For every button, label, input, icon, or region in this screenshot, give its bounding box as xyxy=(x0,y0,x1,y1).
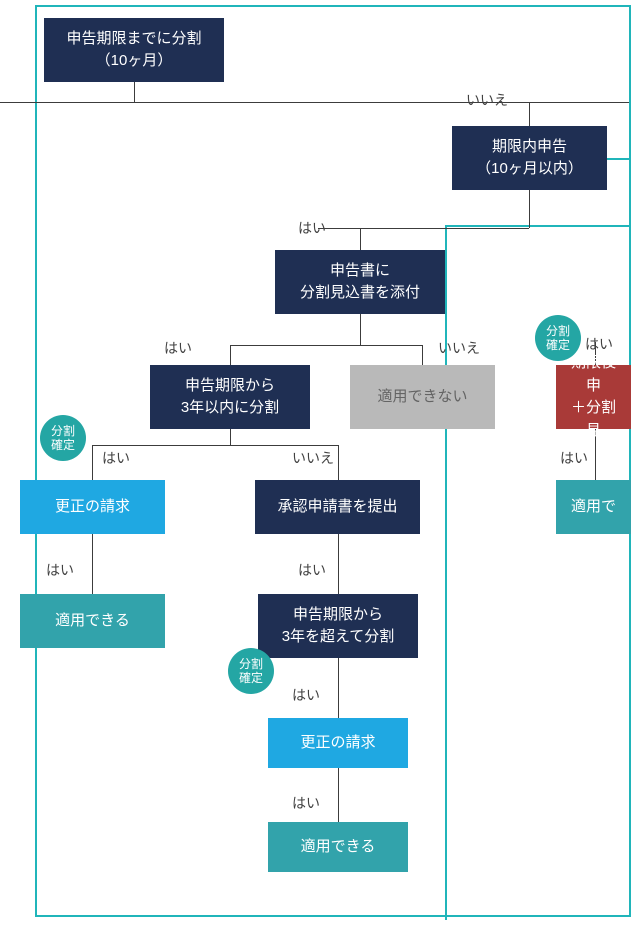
node-n2: 期限内申告（10ヶ月以内） xyxy=(452,126,607,190)
node-n6-line2: ＋分割見 xyxy=(564,397,623,442)
edge-label-l_hai_last: はい xyxy=(292,793,320,813)
edge-label-l_hai_badge3: はい xyxy=(585,334,613,354)
connector-v xyxy=(230,429,231,445)
node-n11-line2: 3年を超えて分割 xyxy=(282,626,395,649)
node-n5-line1: 適用できない xyxy=(377,386,467,409)
node-n11: 申告期限から3年を超えて分割 xyxy=(258,594,418,658)
connector-v xyxy=(529,102,530,126)
node-n4: 申告期限から3年以内に分割 xyxy=(150,365,310,429)
edge-label-l_hai_b1: はい xyxy=(102,448,130,468)
node-n9: 適用で xyxy=(556,480,631,534)
connector-v xyxy=(338,658,339,718)
node-n6: 期限後申＋分割見 xyxy=(556,365,631,429)
frame-v xyxy=(35,5,37,915)
node-n7-line1: 更正の請求 xyxy=(55,496,130,519)
connector-v xyxy=(92,445,93,480)
node-n8-line1: 承認申請書を提出 xyxy=(277,496,397,519)
node-n12: 更正の請求 xyxy=(268,718,408,768)
node-n3: 申告書に分割見込書を添付 xyxy=(275,250,445,314)
badge-b2-line1: 分割 xyxy=(239,657,263,671)
connector-v xyxy=(338,768,339,822)
edge-label-l_hai_left: はい xyxy=(164,338,192,358)
badge-b3-line2: 確定 xyxy=(546,338,570,352)
node-n1-line2: （10ヶ月） xyxy=(96,50,173,73)
connector-v xyxy=(92,534,93,594)
node-n1: 申告期限までに分割（10ヶ月） xyxy=(44,18,224,82)
node-n8: 承認申請書を提出 xyxy=(255,480,420,534)
node-n4-line2: 3年以内に分割 xyxy=(181,397,279,420)
node-n3-line1: 申告書に xyxy=(330,260,390,283)
edge-label-l_iie_mid: いいえ xyxy=(438,338,480,358)
node-n11-line1: 申告期限から xyxy=(293,604,383,627)
edge-label-l_iie_top: いいえ xyxy=(466,90,508,110)
frame-v xyxy=(445,225,447,920)
connector-v xyxy=(338,534,339,594)
badge-b3-line1: 分割 xyxy=(546,324,570,338)
edge-label-l_hai_1: はい xyxy=(298,218,326,238)
connector-v xyxy=(529,190,530,228)
node-n9-line1: 適用で xyxy=(571,496,616,519)
badge-b2-line2: 確定 xyxy=(239,671,263,685)
node-n13: 適用できる xyxy=(268,822,408,872)
frame-h xyxy=(607,158,631,160)
connector-v xyxy=(360,314,361,345)
node-n2-line2: （10ヶ月以内） xyxy=(476,158,583,181)
node-n5: 適用できない xyxy=(350,365,495,429)
edge-label-l_hai_right2: はい xyxy=(560,448,588,468)
frame-h xyxy=(35,5,631,7)
node-n13-line1: 適用できる xyxy=(301,836,376,859)
connector-v xyxy=(134,82,135,102)
connector-v xyxy=(360,228,361,250)
connector-v xyxy=(338,445,339,480)
connector-h xyxy=(0,102,631,103)
connector-v xyxy=(230,345,231,365)
connector-v xyxy=(422,345,423,365)
node-n6-line1: 期限後申 xyxy=(564,352,623,397)
badge-b1: 分割確定 xyxy=(40,415,86,461)
node-n2-line1: 期限内申告 xyxy=(492,136,567,159)
connector-h xyxy=(230,345,422,346)
edge-label-l_hai_col2: はい xyxy=(298,560,326,580)
node-n1-line1: 申告期限までに分割 xyxy=(66,28,201,51)
node-n12-line1: 更正の請求 xyxy=(300,732,375,755)
node-n7: 更正の請求 xyxy=(20,480,165,534)
edge-label-l_hai_col1: はい xyxy=(46,560,74,580)
badge-b1-line1: 分割 xyxy=(51,424,75,438)
node-n10-line1: 適用できる xyxy=(55,610,130,633)
node-n3-line2: 分割見込書を添付 xyxy=(300,282,420,305)
node-n10: 適用できる xyxy=(20,594,165,648)
edge-label-l_hai_b2: はい xyxy=(292,685,320,705)
node-n4-line1: 申告期限から xyxy=(185,375,275,398)
frame-h xyxy=(35,915,631,917)
connector-h xyxy=(318,228,529,229)
connector-h xyxy=(92,445,338,446)
badge-b1-line2: 確定 xyxy=(51,438,75,452)
badge-b3: 分割確定 xyxy=(535,315,581,361)
frame-h xyxy=(445,225,631,227)
badge-b2: 分割確定 xyxy=(228,648,274,694)
edge-label-l_iie_b1: いいえ xyxy=(292,448,334,468)
